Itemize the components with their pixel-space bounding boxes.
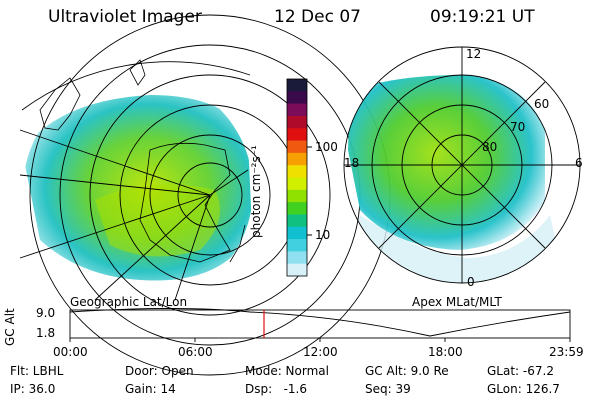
colorbar-stripe	[287, 263, 307, 277]
info-door: Door: Open	[125, 364, 194, 378]
latitude-grid	[29, 14, 391, 376]
colorbar-tick-100: 100	[315, 140, 338, 154]
time-tick-1200: 12:00	[303, 345, 338, 359]
time-tick-0000: 00:00	[53, 345, 88, 359]
time-label: 09:19:21 UT	[430, 7, 535, 27]
colorbar-unit-label: photon cm⁻²s⁻¹	[249, 145, 263, 238]
geographic-panel-label: Geographic Lat/Lon	[70, 295, 188, 309]
colorbar-stripe	[287, 103, 307, 117]
colorbar-stripe	[287, 79, 307, 92]
info-gc-alt: GC Alt: 9.0 Re	[365, 364, 449, 378]
colorbar-stripe	[287, 152, 307, 166]
mlt-label-0: 0	[467, 275, 475, 289]
mlt-label-18: 18	[344, 156, 360, 170]
aurora-emission-right	[348, 75, 545, 250]
colorbar-tick-10: 10	[315, 228, 331, 242]
colorbar-stripe	[287, 251, 307, 265]
info-ip: IP: 36.0	[10, 382, 56, 396]
info-dsp: Dsp: -1.6	[245, 382, 308, 396]
colorbar-stripes	[287, 79, 307, 277]
colorbar-stripe	[287, 91, 307, 105]
info-flt: Flt: LBHL	[10, 364, 64, 378]
magnetic-panel-label: Apex MLat/MLT	[412, 295, 502, 309]
colorbar-stripe	[287, 239, 307, 252]
coastline	[39, 59, 246, 263]
info-glon: GLon: 126.7	[487, 382, 560, 396]
date-label: 12 Dec 07	[274, 7, 361, 27]
info-glat: GLat: -67.2	[487, 364, 554, 378]
colorbar-stripe	[287, 226, 307, 240]
info-gain: Gain: 14	[125, 382, 176, 396]
colorbar-stripe	[287, 189, 307, 203]
time-tick-0600: 06:00	[178, 345, 213, 359]
altitude-max-label: 9.0	[36, 306, 56, 320]
mlt-label-6: 6	[575, 156, 583, 170]
info-mode: Mode: Normal	[245, 364, 329, 378]
mlt-label-12: 12	[466, 47, 482, 61]
mlat-label-60: 60	[534, 97, 550, 111]
time-tick-2359: 23:59	[549, 345, 584, 359]
altitude-axis-label: GC Alt	[3, 308, 17, 346]
info-seq: Seq: 39	[365, 382, 411, 396]
colorbar-stripe	[287, 177, 307, 191]
colorbar-stripe	[287, 214, 307, 228]
colorbar-stripe	[287, 165, 307, 178]
mlat-label-70: 70	[510, 120, 526, 134]
colorbar-stripe	[287, 128, 307, 142]
colorbar-stripe	[287, 140, 307, 154]
altitude-min-label: 1.8	[36, 326, 56, 340]
mlat-label-80: 80	[482, 140, 498, 154]
colorbar	[286, 78, 312, 277]
altitude-plot	[69, 308, 571, 342]
altitude-curve	[69, 308, 571, 337]
longitude-grid	[19, 129, 249, 301]
time-tick-1800: 18:00	[428, 345, 463, 359]
geographic-map	[19, 14, 391, 376]
colorbar-stripe	[287, 202, 307, 215]
colorbar-stripe	[287, 115, 307, 129]
